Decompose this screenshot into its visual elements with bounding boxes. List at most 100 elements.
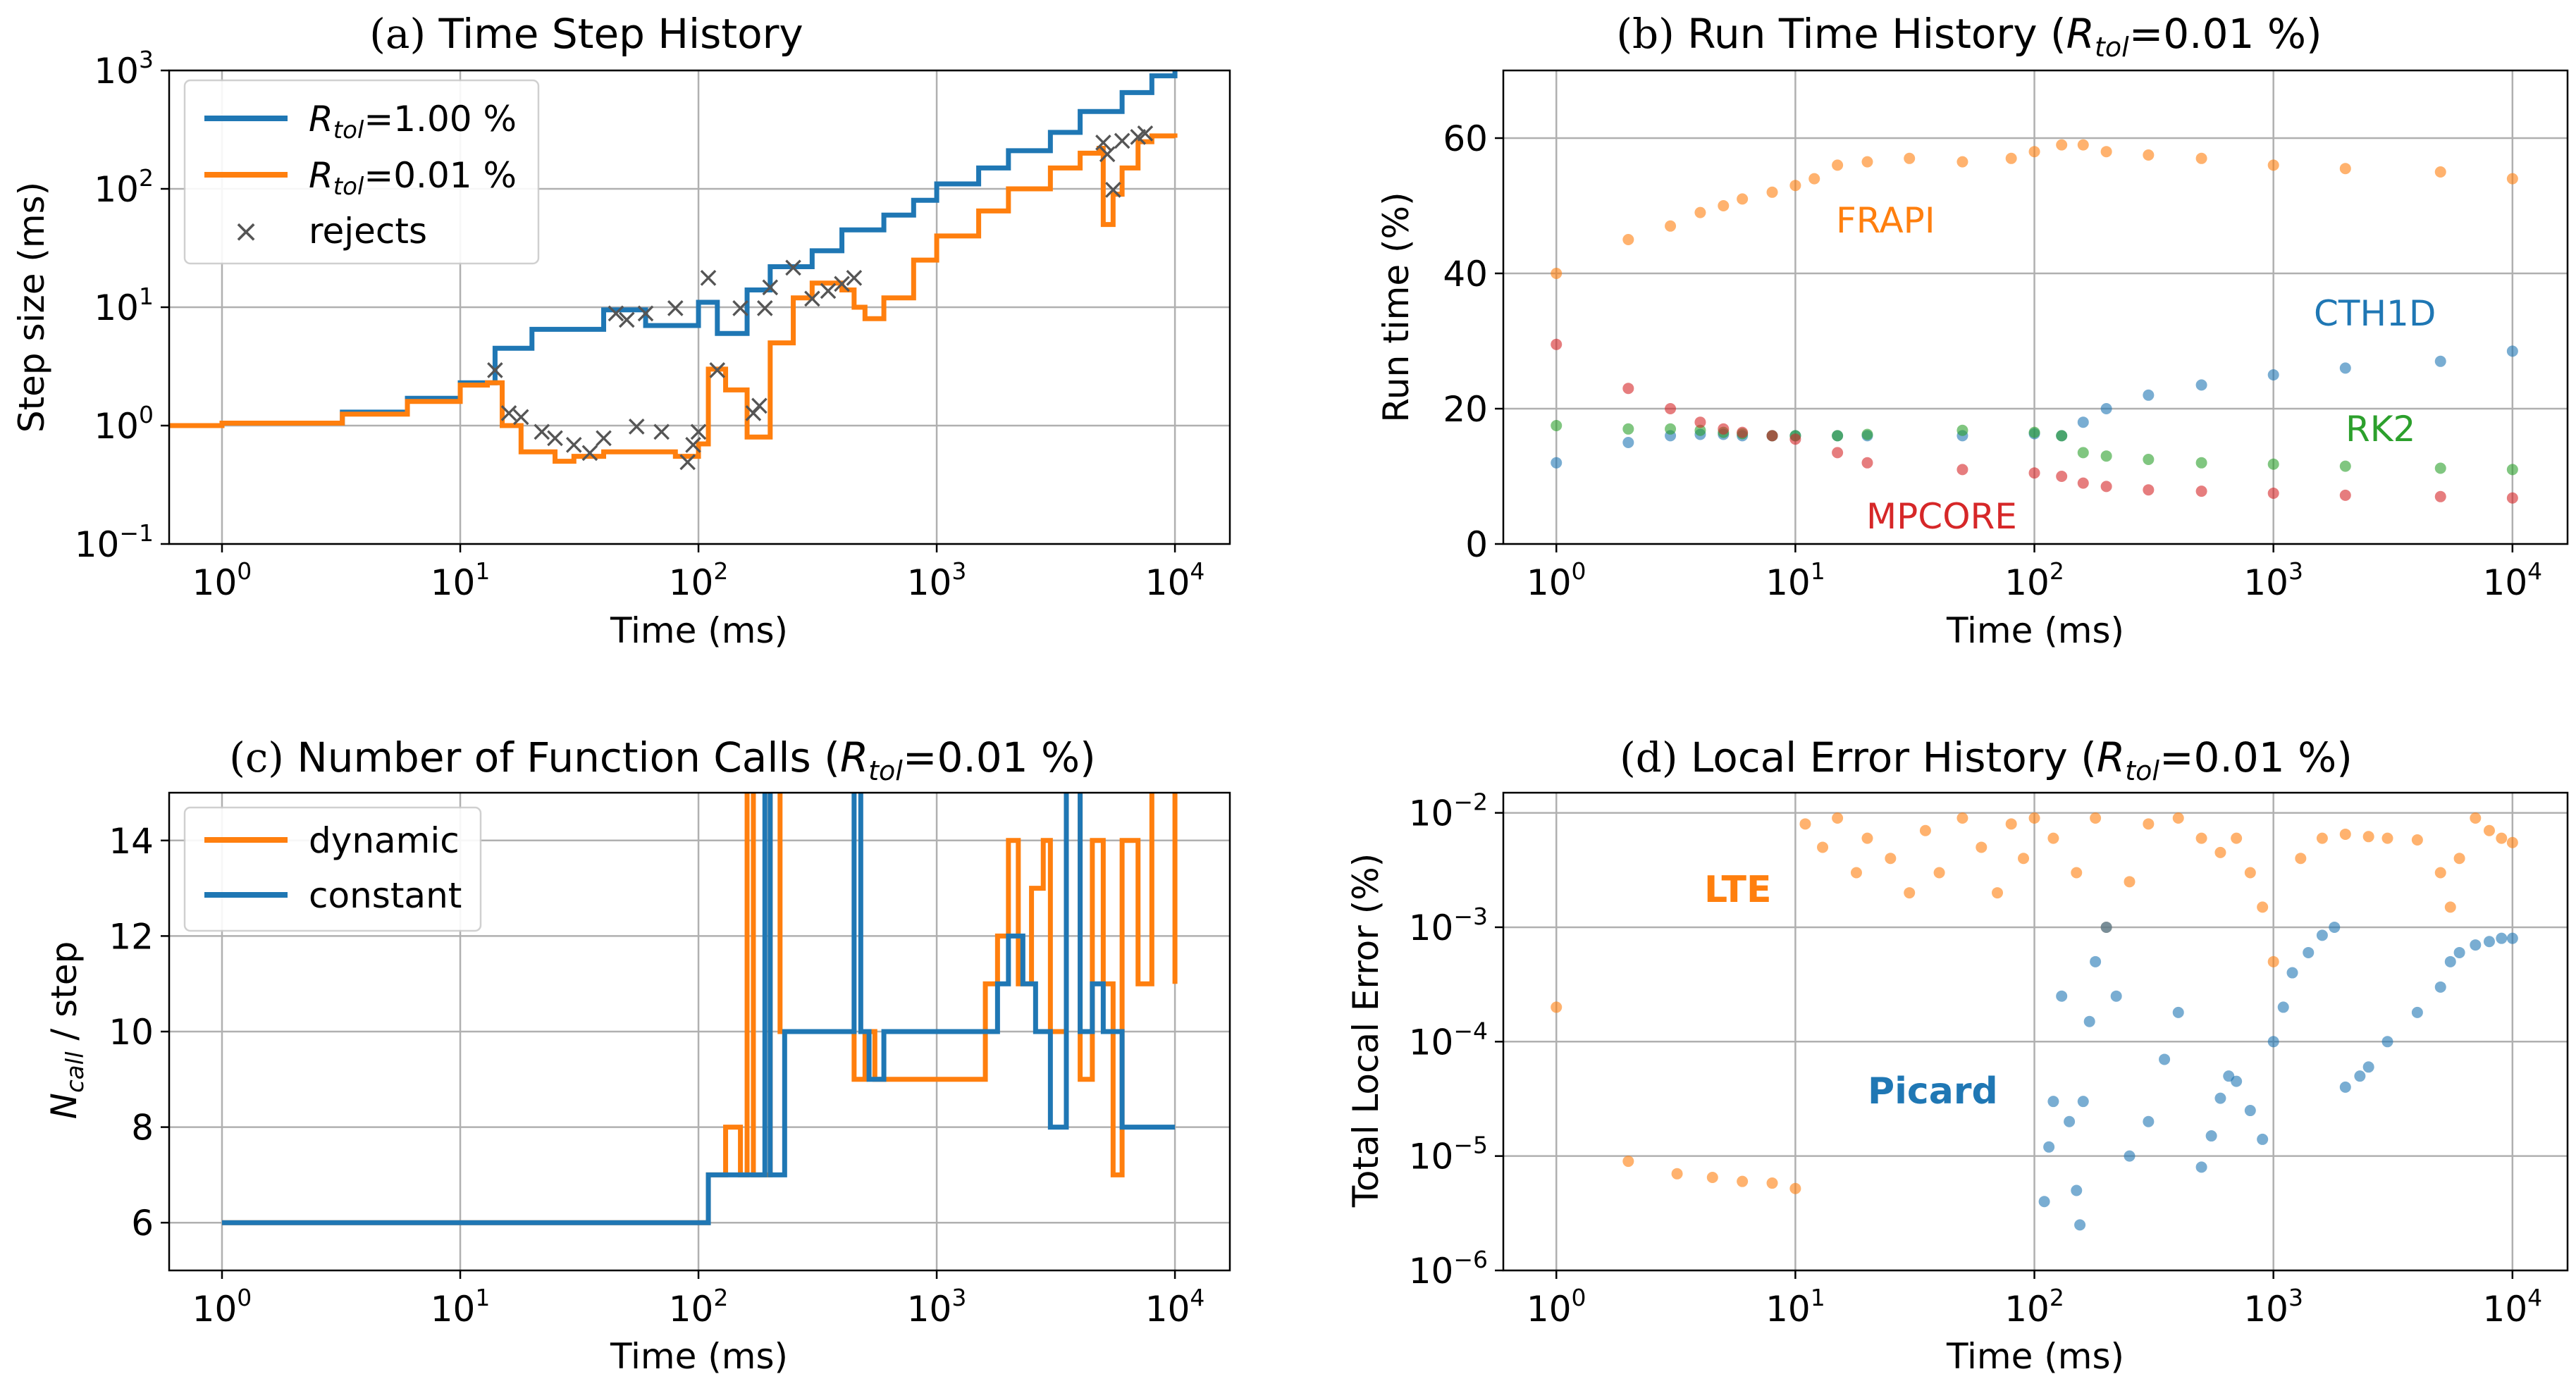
panel-d-point-picard — [2506, 932, 2518, 944]
panel-a-reject-marker: × — [753, 292, 777, 324]
panel-b-y-tick-label: 40 — [1443, 254, 1488, 295]
panel-b-point-frapi — [2434, 166, 2446, 178]
panel-a-series-group: ××××××××××××××××××××××××××××××××××× — [169, 70, 1178, 478]
panel-b-point-frapi — [1808, 173, 1820, 185]
panel-b-point-mpcore — [2267, 488, 2279, 499]
panel-b-point-frapi — [2195, 152, 2207, 164]
panel-d-point-lte — [2434, 867, 2446, 879]
panel-b-point-rk2 — [2339, 460, 2351, 472]
panel-a-reject-marker: × — [686, 416, 710, 448]
legend-swatch-rejects-icon: × — [233, 214, 259, 249]
panel-d-title: (d) Local Error History (Rtol=0.01 %) — [1620, 734, 2353, 786]
panel-a-reject-marker: × — [748, 389, 772, 421]
panel-b-point-cth1d — [2434, 355, 2446, 367]
panel-a-reject-marker: × — [562, 428, 586, 461]
panel-b-point-rk2 — [2056, 430, 2068, 442]
panel-d-y-tick-label: 10−4 — [1409, 1017, 1488, 1063]
panel-a-reject-marker: × — [842, 261, 866, 294]
panel-b-point-mpcore — [2143, 484, 2155, 496]
panel-d-point-lte — [2090, 812, 2102, 824]
panel-d-point-picard — [2453, 946, 2465, 958]
panel-d-point-picard — [2143, 1115, 2155, 1127]
panel-d-point-lte — [1976, 841, 1988, 853]
panel-b-point-rk2 — [1861, 428, 1873, 440]
panel-b-point-mpcore — [1861, 457, 1873, 469]
panel-a-reject-marker: × — [634, 297, 658, 330]
panel-d-point-picard — [2047, 1096, 2059, 1108]
panel-d-point-lte — [2214, 846, 2226, 858]
panel-c-y-tick-label: 14 — [109, 821, 154, 862]
panel-d-point-picard — [2277, 1001, 2289, 1013]
panel-d-point-lte — [1551, 1001, 1563, 1013]
panel-b-point-frapi — [1694, 206, 1706, 218]
panel-b-x-tick-label: 101 — [1765, 557, 1825, 603]
panel-d-y-tick-label: 10−6 — [1409, 1246, 1488, 1292]
panel-b-point-cth1d — [2339, 362, 2351, 374]
panel-b-point-rk2 — [1665, 423, 1677, 435]
panel-d-point-lte — [2381, 832, 2393, 844]
panel-b-x-tick-label: 104 — [2483, 557, 2543, 603]
panel-b-point-cth1d — [2077, 416, 2089, 428]
panel-a-reject-marker: × — [530, 416, 554, 448]
panel-a-y-tick-label: 100 — [94, 401, 154, 447]
panel-b-point-cth1d — [2195, 379, 2207, 391]
panel-a-x-tick-label: 103 — [907, 557, 967, 603]
panel-b-point-cth1d — [1622, 437, 1634, 448]
panel-b-y-axis-label: Run time (%) — [1376, 192, 1417, 422]
panel-a-reject-marker: × — [615, 303, 639, 335]
panel-b-point-frapi — [1622, 234, 1634, 245]
panel-d-point-lte — [2124, 876, 2136, 888]
panel-d-point-picard — [2381, 1036, 2393, 1048]
panel-d-point-lte — [2005, 818, 2017, 830]
panel-a-x-axis-label: Time (ms) — [610, 610, 788, 651]
panel-d-point-picard — [2354, 1070, 2366, 1082]
panel-a-reject-marker: × — [782, 251, 806, 283]
panel-d-x-axis-label: Time (ms) — [1946, 1336, 2124, 1377]
panel-b-point-cth1d — [2506, 345, 2518, 357]
panel-a-x-tick-label: 101 — [431, 557, 491, 603]
panel-b-point-frapi — [1551, 268, 1563, 279]
panel-b-point-rk2 — [2267, 458, 2279, 470]
panel-b-point-frapi — [2267, 159, 2279, 171]
panel-d-point-lte — [1799, 818, 1811, 830]
panel-d-point-lte — [2018, 853, 2030, 865]
panel-b-point-mpcore — [2195, 485, 2207, 497]
panel-c-x-tick-label: 103 — [907, 1284, 967, 1330]
panel-d-point-picard — [2231, 1075, 2243, 1087]
panel-b-point-mpcore — [1665, 403, 1677, 414]
panel-d-point-lte — [2028, 812, 2040, 824]
annotation-frapi: FRAPI — [1836, 200, 1935, 241]
panel-d-point-lte — [2411, 834, 2423, 846]
panel-b-point-mpcore — [1737, 426, 1749, 438]
panel-d-point-lte — [1671, 1168, 1683, 1180]
panel-d-point-picard — [2267, 1036, 2279, 1048]
panel-d-point-picard — [2411, 1006, 2423, 1018]
panel-b-point-cth1d — [2267, 369, 2279, 380]
panel-d-point-lte — [2444, 901, 2456, 913]
panel-b-y-tick-label: 20 — [1443, 389, 1488, 430]
panel-a-reject-marker: × — [696, 261, 720, 294]
panel-d-point-lte — [1817, 841, 1829, 853]
panel-d-point-picard — [2110, 990, 2122, 1002]
panel-d-point-lte — [1861, 832, 1873, 844]
panel-d-point-lte — [1850, 867, 1862, 879]
panel-d-point-picard — [2124, 1150, 2136, 1162]
panel-c-y-tick-label: 12 — [109, 916, 154, 957]
panel-d-point-picard — [2090, 955, 2102, 967]
panel-a-reject-marker: × — [1133, 117, 1157, 149]
legend-label-rtol-1: Rtol=1.00 % — [309, 99, 517, 144]
panel-d-point-lte — [2195, 832, 2207, 844]
panel-d-point-picard — [2303, 946, 2315, 958]
panel-a-reject-marker: × — [801, 283, 825, 315]
panel-d-point-picard — [2077, 1096, 2089, 1108]
panel-a-reject-marker: × — [650, 416, 674, 448]
panel-b-point-mpcore — [2056, 471, 2068, 482]
panel-b-point-frapi — [1737, 193, 1749, 205]
panel-b-point-mpcore — [2506, 492, 2518, 504]
panel-c-series-dynamic-line — [221, 793, 1178, 1225]
panel-b-point-frapi — [1956, 156, 1968, 168]
panel-a-reject-marker: × — [705, 354, 729, 386]
panel-c-y-tick-label: 8 — [131, 1108, 154, 1149]
annotation-lte: LTE — [1704, 869, 1772, 911]
panel-d-point-picard — [2074, 1219, 2086, 1231]
